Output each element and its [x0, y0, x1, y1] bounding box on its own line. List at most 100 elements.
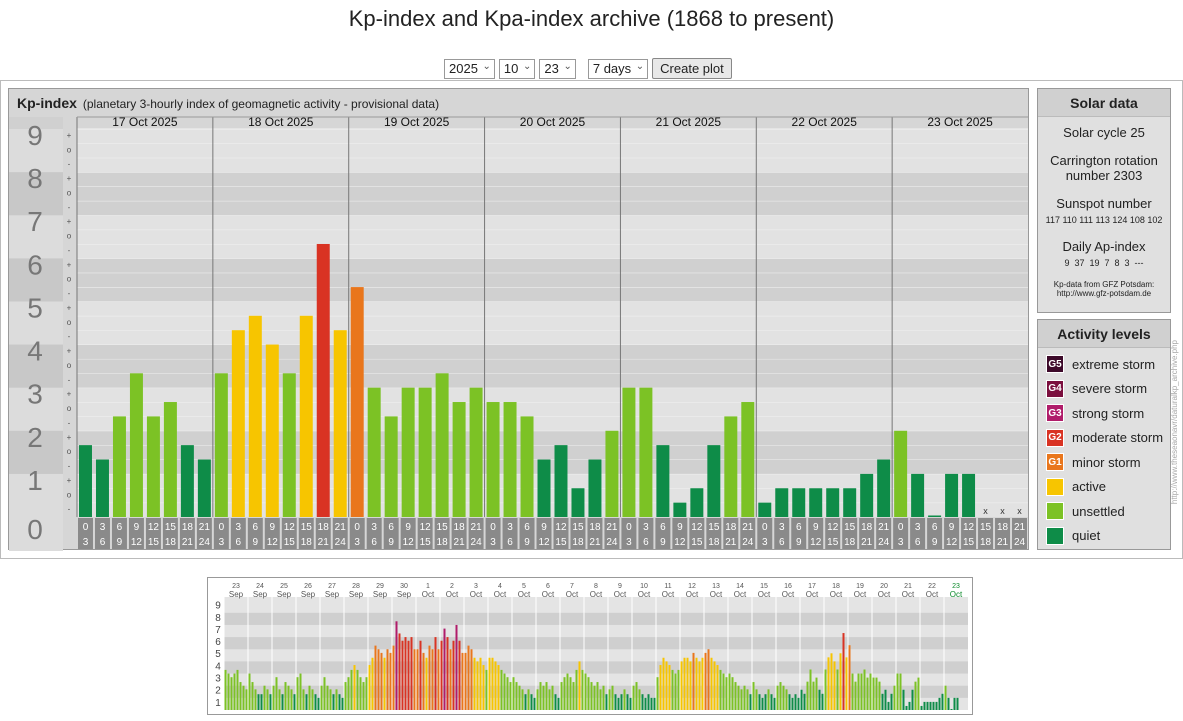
overview-bar [656, 677, 659, 710]
overview-bar [374, 645, 377, 710]
interval-cell [366, 518, 382, 549]
overview-bar [917, 677, 920, 710]
kp-bar [843, 488, 857, 517]
overview-bar [932, 701, 935, 710]
interval-end: 6 [779, 537, 785, 548]
overview-bar [800, 689, 803, 710]
overview-bar [707, 649, 710, 710]
interval-cell [808, 518, 824, 549]
overview-bar [248, 673, 251, 710]
overview-bar [773, 697, 776, 710]
interval-cell [111, 518, 127, 549]
overview-bar [893, 685, 896, 710]
interval-end: 6 [371, 537, 377, 548]
kp-bar [758, 502, 772, 517]
overview-bar [449, 649, 452, 710]
overview-bar [599, 689, 602, 710]
kp-bar [265, 344, 279, 517]
year-value: 2025 [449, 61, 478, 76]
overview-bar [254, 689, 257, 710]
overview-bar [686, 657, 689, 710]
month-select[interactable]: 10 ⌄ [498, 58, 536, 79]
overview-day: 2 [450, 583, 454, 590]
y-axis-band [9, 344, 63, 388]
interval-start: 21 [199, 522, 211, 533]
interval-end: 24 [606, 537, 618, 548]
overview-bar [407, 640, 410, 710]
activity-level-label: extreme storm [1072, 356, 1156, 372]
interval-end: 21 [861, 537, 873, 548]
overview-bar [815, 677, 818, 710]
interval-cell [944, 518, 960, 549]
kp-bar [707, 445, 721, 517]
overview-bar [734, 682, 737, 710]
overview-bar [584, 673, 587, 710]
band [77, 416, 1028, 431]
overview-month: Oct [422, 590, 435, 599]
overview-month: Sep [277, 590, 292, 599]
overview-bar [608, 689, 611, 710]
interval-end: 24 [199, 537, 211, 548]
interval-end: 9 [932, 537, 938, 548]
interval-cell [332, 518, 348, 549]
kp-bar [741, 402, 755, 517]
y-subtick-label: + [67, 476, 72, 485]
overview-bar [659, 665, 662, 710]
overview-y-label: 9 [215, 601, 221, 612]
overview-day: 28 [352, 583, 360, 590]
band [77, 157, 1028, 173]
overview-y-label: 4 [215, 661, 221, 672]
overview-bar [779, 682, 782, 710]
interval-start: 15 [980, 522, 992, 533]
interval-cell [876, 518, 892, 549]
interval-start: 21 [1014, 522, 1026, 533]
year-select[interactable]: 2025 ⌄ [444, 58, 495, 79]
interval-start: 12 [963, 522, 975, 533]
activity-level-item: G3 strong storm [1046, 404, 1144, 422]
activity-level-item: G5 extreme storm [1046, 355, 1155, 373]
overview-month: Sep [349, 590, 364, 599]
interval-cell [230, 518, 246, 549]
band [77, 473, 1028, 489]
overview-bar [506, 677, 509, 710]
solar-data-heading: Solar data [1038, 89, 1170, 117]
overview-bar [704, 652, 707, 710]
kp-bar [724, 416, 738, 517]
day-select[interactable]: 23 ⌄ [539, 58, 576, 79]
overview-bar [641, 694, 644, 710]
create-plot-button[interactable]: Create plot [652, 58, 732, 79]
kp-bar [622, 387, 636, 517]
interval-cell [196, 518, 212, 549]
interval-cell [842, 518, 858, 549]
overview-bar [713, 661, 716, 710]
overview-month: Oct [902, 590, 915, 599]
overview-day: 11 [664, 583, 671, 590]
overview-bar [557, 697, 560, 710]
band [77, 402, 1028, 417]
overview-bar [545, 682, 548, 710]
overview-month: Oct [446, 590, 459, 599]
overview-month: Oct [926, 590, 939, 599]
kp-bar [401, 387, 415, 517]
overview-bar [794, 694, 797, 710]
range-select[interactable]: 7 days ⌄ [587, 58, 649, 79]
activity-level-label: active [1072, 479, 1106, 494]
activity-level-label: quiet [1072, 528, 1101, 543]
overview-month: Oct [950, 590, 963, 599]
overview-bar [491, 657, 494, 710]
overview-bar [482, 665, 485, 710]
overview-month: Sep [397, 590, 412, 599]
overview-day: 24 [256, 583, 264, 590]
activity-level-item: unsettled [1046, 502, 1125, 520]
overview-bar [737, 685, 740, 710]
overview-bar [317, 697, 320, 710]
interval-end: 15 [148, 537, 160, 548]
overview-bar [842, 633, 845, 710]
overview-bar [572, 682, 575, 710]
interval-cell [315, 518, 331, 549]
overview-bar [929, 701, 932, 710]
overview-bar [920, 705, 923, 710]
date-controls: 2025 ⌄ 10 ⌄ 23 ⌄ 7 days ⌄ Create plot [444, 58, 732, 79]
interval-end: 9 [253, 537, 259, 548]
interval-start: 6 [796, 522, 802, 533]
